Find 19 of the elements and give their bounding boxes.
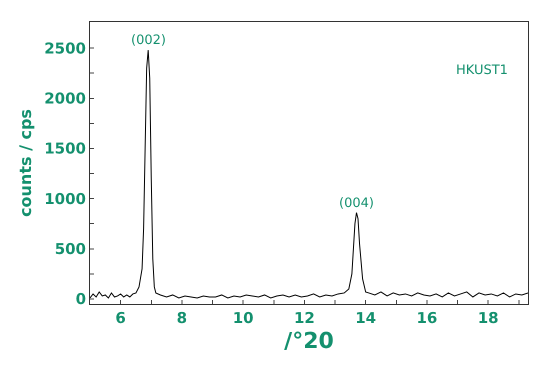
x-tick-label: 6 [115,309,126,327]
y-tick-label: 2500 [44,39,86,58]
x-tick-label: 12 [294,309,315,327]
line-series [90,50,528,298]
x-axis-title: /°20 [284,328,334,354]
x-tick-label: 18 [478,309,499,327]
y-tick-label: 1500 [44,140,86,158]
y-tick-label: 2000 [44,90,86,108]
x-tick-label: 16 [416,309,438,327]
y-tick-label: 1000 [44,190,86,208]
y-tick-label: 500 [54,240,86,258]
y-axis-title: counts / cps [16,109,36,217]
y-tick-label: 0 [76,290,86,308]
annotation: (004) [339,196,374,211]
x-tick-label: 10 [232,309,254,327]
annotation: (002) [131,33,166,48]
x-tick-label: 8 [176,309,188,327]
x-tick-label: 14 [355,309,376,327]
annotation: HKUST1 [456,63,508,78]
